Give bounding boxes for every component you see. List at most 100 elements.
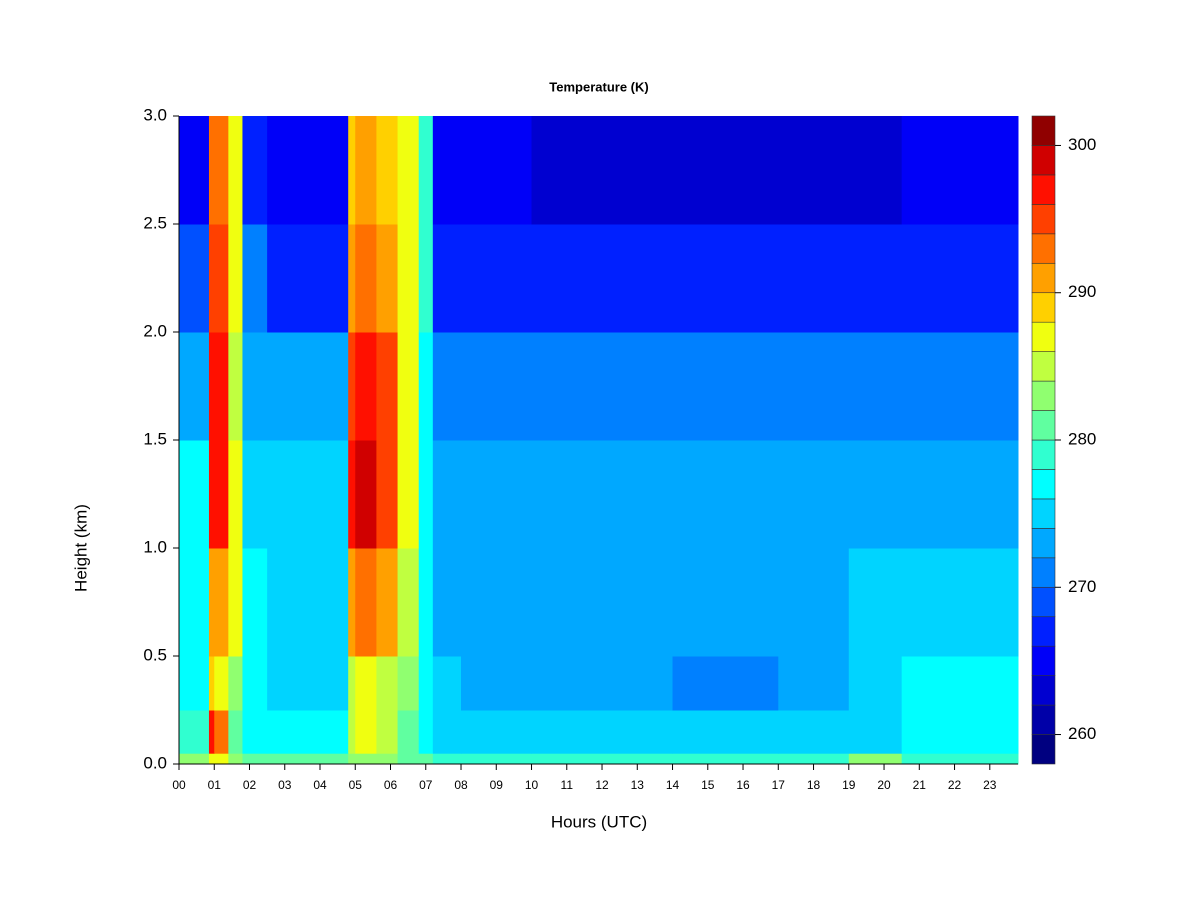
heat-cell bbox=[418, 440, 434, 549]
heat-cell bbox=[242, 710, 268, 754]
x-tick-label: 17 bbox=[772, 778, 786, 792]
heat-cell bbox=[672, 116, 779, 225]
heat-cell bbox=[208, 116, 215, 225]
heat-cell bbox=[348, 332, 356, 441]
heat-cell bbox=[376, 710, 399, 754]
heat-cell bbox=[179, 656, 210, 711]
heat-cell bbox=[418, 548, 434, 657]
heat-cell bbox=[901, 656, 1019, 711]
heat-cell bbox=[376, 224, 399, 333]
heat-cell bbox=[208, 710, 215, 754]
y-tick-label: 3.0 bbox=[143, 105, 167, 124]
heat-cell bbox=[179, 440, 210, 549]
heat-cell bbox=[208, 332, 215, 441]
y-tick-label: 0.0 bbox=[143, 753, 167, 772]
x-tick-label: 08 bbox=[454, 778, 468, 792]
colorbar-band bbox=[1031, 557, 1056, 588]
x-tick-label: 03 bbox=[278, 778, 292, 792]
heat-cell bbox=[228, 116, 243, 225]
colorbar-band bbox=[1031, 233, 1056, 264]
heat-cell bbox=[778, 710, 850, 754]
heat-cell bbox=[531, 116, 674, 225]
heat-cell bbox=[267, 710, 349, 754]
heat-cell bbox=[397, 116, 420, 225]
heat-cell bbox=[179, 116, 210, 225]
heat-cell bbox=[778, 548, 850, 657]
colorbar-band bbox=[1031, 204, 1056, 235]
heat-cell bbox=[179, 548, 210, 657]
colorbar-band bbox=[1031, 645, 1056, 676]
heat-cell bbox=[672, 548, 779, 657]
heat-cell bbox=[848, 710, 903, 754]
x-tick-label: 05 bbox=[349, 778, 363, 792]
colorbar-band bbox=[1031, 469, 1056, 500]
heat-cell bbox=[778, 656, 850, 711]
colorbar-band bbox=[1031, 528, 1056, 559]
heat-cell bbox=[901, 548, 1019, 657]
y-tick-label: 1.0 bbox=[143, 537, 167, 556]
heat-cell bbox=[901, 116, 1019, 225]
heat-cell bbox=[778, 224, 850, 333]
colorbar-band bbox=[1031, 675, 1056, 706]
heat-cell bbox=[778, 332, 850, 441]
heat-cell bbox=[418, 116, 434, 225]
heat-cell bbox=[418, 224, 434, 333]
heat-cell bbox=[672, 656, 779, 711]
heat-cell bbox=[376, 753, 399, 765]
heat-cell bbox=[901, 710, 1019, 754]
heat-cell bbox=[214, 116, 229, 225]
heat-cell bbox=[432, 753, 462, 765]
x-tick-label: 18 bbox=[807, 778, 821, 792]
x-tick-label: 22 bbox=[948, 778, 962, 792]
colorbar-band bbox=[1031, 174, 1056, 205]
heat-cell bbox=[208, 440, 215, 549]
heat-cell bbox=[432, 440, 462, 549]
heat-cell bbox=[228, 548, 243, 657]
heat-cell bbox=[418, 656, 434, 711]
colorbar-band bbox=[1031, 115, 1056, 146]
x-tick-label: 12 bbox=[595, 778, 609, 792]
heat-cell bbox=[461, 224, 533, 333]
x-tick-label: 23 bbox=[983, 778, 997, 792]
x-tick-label: 16 bbox=[736, 778, 750, 792]
heat-cell bbox=[228, 753, 243, 765]
heat-cell bbox=[228, 656, 243, 711]
heat-cell bbox=[228, 332, 243, 441]
x-tick-label: 00 bbox=[172, 778, 186, 792]
heat-cell bbox=[397, 656, 420, 711]
heat-cell bbox=[208, 548, 215, 657]
colorbar-label: 300 bbox=[1068, 135, 1096, 154]
x-tick-label: 19 bbox=[842, 778, 856, 792]
heat-cell bbox=[461, 656, 533, 711]
heat-cell bbox=[397, 710, 420, 754]
heat-cell bbox=[267, 753, 349, 765]
heat-cell bbox=[208, 656, 215, 711]
heat-cell bbox=[348, 753, 356, 765]
heat-cell bbox=[397, 548, 420, 657]
heat-cell bbox=[355, 116, 377, 225]
colorbar-band bbox=[1031, 321, 1056, 352]
heat-cell bbox=[214, 440, 229, 549]
y-tick-label: 2.5 bbox=[143, 213, 167, 232]
heat-cell bbox=[267, 224, 349, 333]
colorbar-band bbox=[1031, 292, 1056, 323]
heat-cell bbox=[355, 440, 377, 549]
heat-cell bbox=[355, 753, 377, 765]
heat-cell bbox=[376, 116, 399, 225]
heat-cell bbox=[531, 656, 674, 711]
x-tick-label: 04 bbox=[313, 778, 327, 792]
heat-cell bbox=[778, 753, 850, 765]
heat-cell bbox=[179, 332, 210, 441]
heat-cell bbox=[461, 332, 533, 441]
heat-cell bbox=[376, 440, 399, 549]
heat-cell bbox=[348, 224, 356, 333]
heat-cell bbox=[228, 440, 243, 549]
heat-cell bbox=[214, 224, 229, 333]
heat-cell bbox=[348, 440, 356, 549]
x-tick-label: 11 bbox=[561, 778, 574, 792]
colorbar-band bbox=[1031, 145, 1056, 176]
heat-cell bbox=[208, 753, 215, 765]
heat-cell bbox=[267, 116, 349, 225]
heat-cell bbox=[355, 224, 377, 333]
heat-cell bbox=[848, 548, 903, 657]
